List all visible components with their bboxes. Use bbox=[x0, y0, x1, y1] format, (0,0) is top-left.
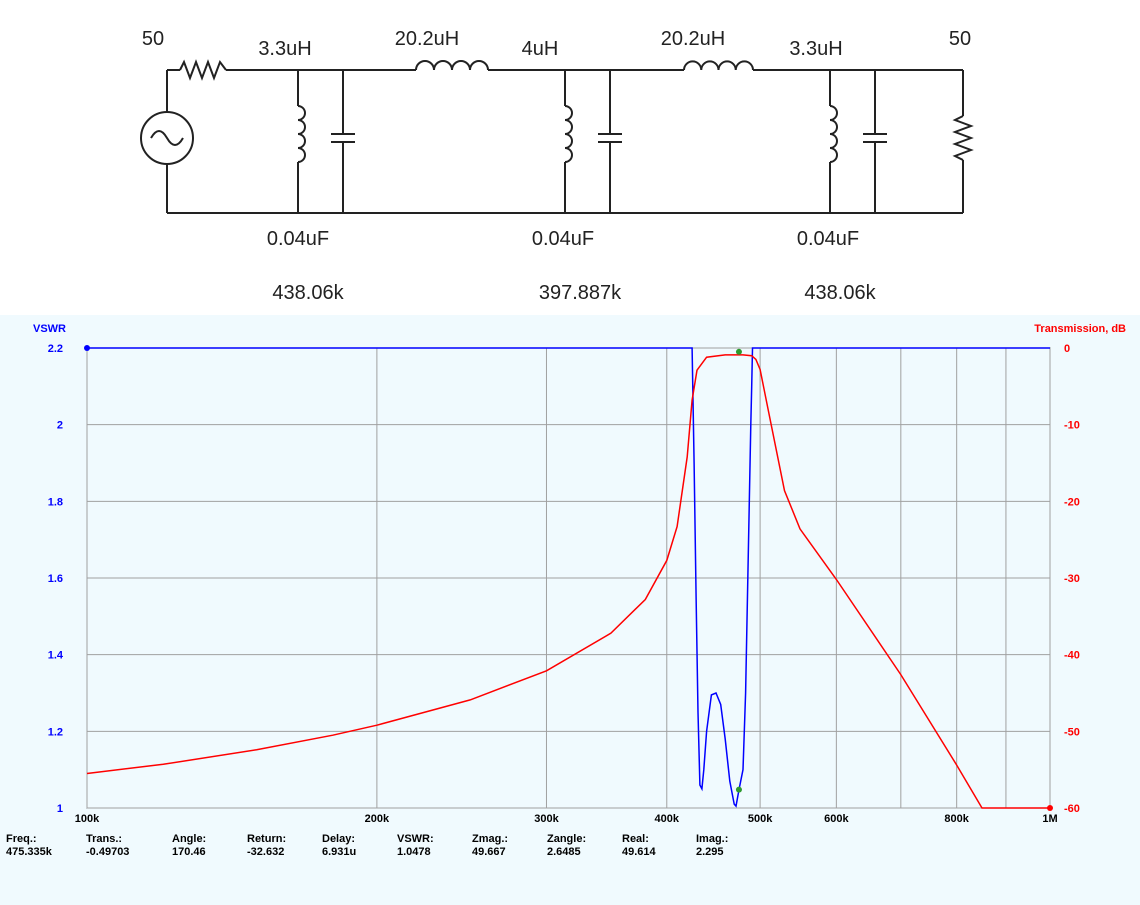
readout-value: 170.46 bbox=[172, 846, 206, 858]
series-inductor-1-icon bbox=[415, 60, 489, 71]
x-tick-label: 400k bbox=[655, 813, 680, 825]
y-right-tick-label: 0 bbox=[1064, 343, 1070, 355]
shunt-inductor-2-icon bbox=[564, 105, 573, 163]
resonant-frequency-1-label: 438.06k bbox=[272, 282, 344, 304]
y-right-tick-label: -60 bbox=[1064, 803, 1080, 815]
y-right-axis-title: Transmission, dB bbox=[1034, 323, 1126, 335]
shunt-inductor-1-label: 3.3uH bbox=[258, 38, 311, 60]
readout-value: -32.632 bbox=[247, 846, 285, 858]
x-tick-label: 300k bbox=[534, 813, 559, 825]
transmission-series-line bbox=[86, 354, 1050, 809]
resonant-frequency-2-label: 397.887k bbox=[539, 282, 622, 304]
readout-item: Return: -32.632 bbox=[247, 833, 286, 859]
ac-source-icon bbox=[140, 111, 194, 165]
readout-value: 49.614 bbox=[622, 846, 656, 858]
tick-labels: 100k 200k 300k 400k 500k 600k 800k 1M 1 1.2 1.4 1.6… bbox=[48, 343, 1080, 825]
readout-item: Zmag.: 49.667 bbox=[472, 833, 508, 859]
y-left-axis-title: VSWR bbox=[33, 323, 66, 335]
source-resistance-label: 50 bbox=[142, 28, 164, 50]
series-inductor-2-label: 20.2uH bbox=[661, 28, 726, 50]
transmission-axis-dot bbox=[1047, 805, 1053, 811]
x-tick-label: 1M bbox=[1042, 813, 1057, 825]
readout-value: 2.6485 bbox=[547, 846, 581, 858]
x-tick-label: 800k bbox=[944, 813, 969, 825]
y-right-tick-label: -40 bbox=[1064, 650, 1080, 662]
readout-label: Trans.: bbox=[86, 833, 123, 845]
readout-value: -0.49703 bbox=[86, 846, 130, 858]
readout-label: Return: bbox=[247, 833, 287, 845]
source-resistor-icon bbox=[179, 59, 227, 81]
readout-value: 475.335k bbox=[6, 846, 52, 858]
readout-label: Freq.: bbox=[6, 833, 37, 845]
readout-item: VSWR: 1.0478 bbox=[397, 833, 434, 859]
y-right-tick-label: -20 bbox=[1064, 496, 1080, 508]
readout-label: Real: bbox=[622, 833, 649, 845]
y-left-tick-label: 2 bbox=[57, 420, 63, 432]
y-right-tick-label: -30 bbox=[1064, 573, 1080, 585]
readout-item: Freq.: 475.335k bbox=[6, 833, 52, 859]
readout-item: Angle: 170.46 bbox=[172, 833, 206, 859]
readout-value: 49.667 bbox=[472, 846, 506, 858]
readout-label: Delay: bbox=[322, 833, 356, 845]
load-resistor-icon bbox=[952, 115, 974, 161]
y-left-tick-label: 1.6 bbox=[48, 573, 63, 585]
measurement-readout: Freq.: 475.335k Trans.: -0.49703 Angle: 170.4… bbox=[6, 833, 1126, 859]
series bbox=[84, 345, 1053, 811]
schematic-panel: 50 50 3.3uH 4uH 3.3uH 20.2uH 20.2uH 0.04… bbox=[0, 0, 1140, 315]
grid bbox=[86, 347, 1051, 809]
load-resistance-label: 50 bbox=[949, 28, 971, 50]
resonant-frequency-3-label: 438.06k bbox=[804, 282, 876, 304]
y-right-tick-label: -50 bbox=[1064, 726, 1080, 738]
markers bbox=[735, 348, 742, 793]
y-left-tick-label: 1.4 bbox=[48, 650, 64, 662]
y-left-tick-label: 1 bbox=[57, 803, 63, 815]
vswr-series-line bbox=[87, 347, 1050, 808]
vswr-cursor-marker bbox=[735, 786, 742, 793]
x-tick-label: 200k bbox=[365, 813, 390, 825]
transmission-cursor-marker bbox=[735, 348, 742, 355]
shunt-inductor-3-label: 3.3uH bbox=[789, 38, 842, 60]
readout-value: 1.0478 bbox=[397, 846, 431, 858]
readout-value: 2.295 bbox=[696, 846, 724, 858]
readout-item: Real: 49.614 bbox=[622, 833, 656, 859]
y-left-tick-label: 2.2 bbox=[48, 343, 63, 355]
shunt-inductor-2-label: 4uH bbox=[522, 38, 559, 60]
sine-wave-icon bbox=[150, 130, 184, 146]
readout-label: Zmag.: bbox=[472, 833, 509, 845]
readout-label: Angle: bbox=[172, 833, 207, 845]
plot-panel: 100k 200k 300k 400k 500k 600k 800k 1M 1 1.2 1.4 1.6… bbox=[0, 315, 1140, 900]
schematic-diagram: 50 50 3.3uH 4uH 3.3uH 20.2uH 20.2uH 0.04… bbox=[140, 28, 974, 304]
shunt-capacitor-3-label: 0.04uF bbox=[797, 228, 859, 250]
shunt-inductor-1-icon bbox=[297, 105, 306, 163]
readout-item: Imag.: 2.295 bbox=[696, 833, 728, 859]
readout-item: Zangle: 2.6485 bbox=[547, 833, 586, 859]
x-tick-label: 500k bbox=[748, 813, 773, 825]
y-left-tick-label: 1.8 bbox=[48, 496, 63, 508]
vswr-axis-dot bbox=[84, 345, 90, 351]
frequency-response-chart[interactable]: 100k 200k 300k 400k 500k 600k 800k 1M 1 1.2 1.4 1.6… bbox=[0, 315, 1140, 900]
y-left-tick-label: 1.2 bbox=[48, 726, 63, 738]
shunt-capacitor-2-label: 0.04uF bbox=[532, 228, 594, 250]
series-inductor-2-icon bbox=[683, 60, 754, 71]
x-tick-label: 100k bbox=[75, 813, 100, 825]
series-inductor-1-label: 20.2uH bbox=[395, 28, 460, 50]
readout-label: VSWR: bbox=[397, 833, 434, 845]
shunt-capacitor-1-label: 0.04uF bbox=[267, 228, 329, 250]
x-tick-label: 600k bbox=[824, 813, 849, 825]
shunt-inductor-3-icon bbox=[829, 105, 838, 163]
y-right-tick-label: -10 bbox=[1064, 420, 1080, 432]
readout-item: Delay: 6.931u bbox=[322, 833, 356, 859]
readout-value: 6.931u bbox=[322, 846, 357, 858]
readout-label: Zangle: bbox=[547, 833, 587, 845]
readout-label: Imag.: bbox=[696, 833, 729, 845]
readout-item: Trans.: -0.49703 bbox=[86, 833, 129, 859]
